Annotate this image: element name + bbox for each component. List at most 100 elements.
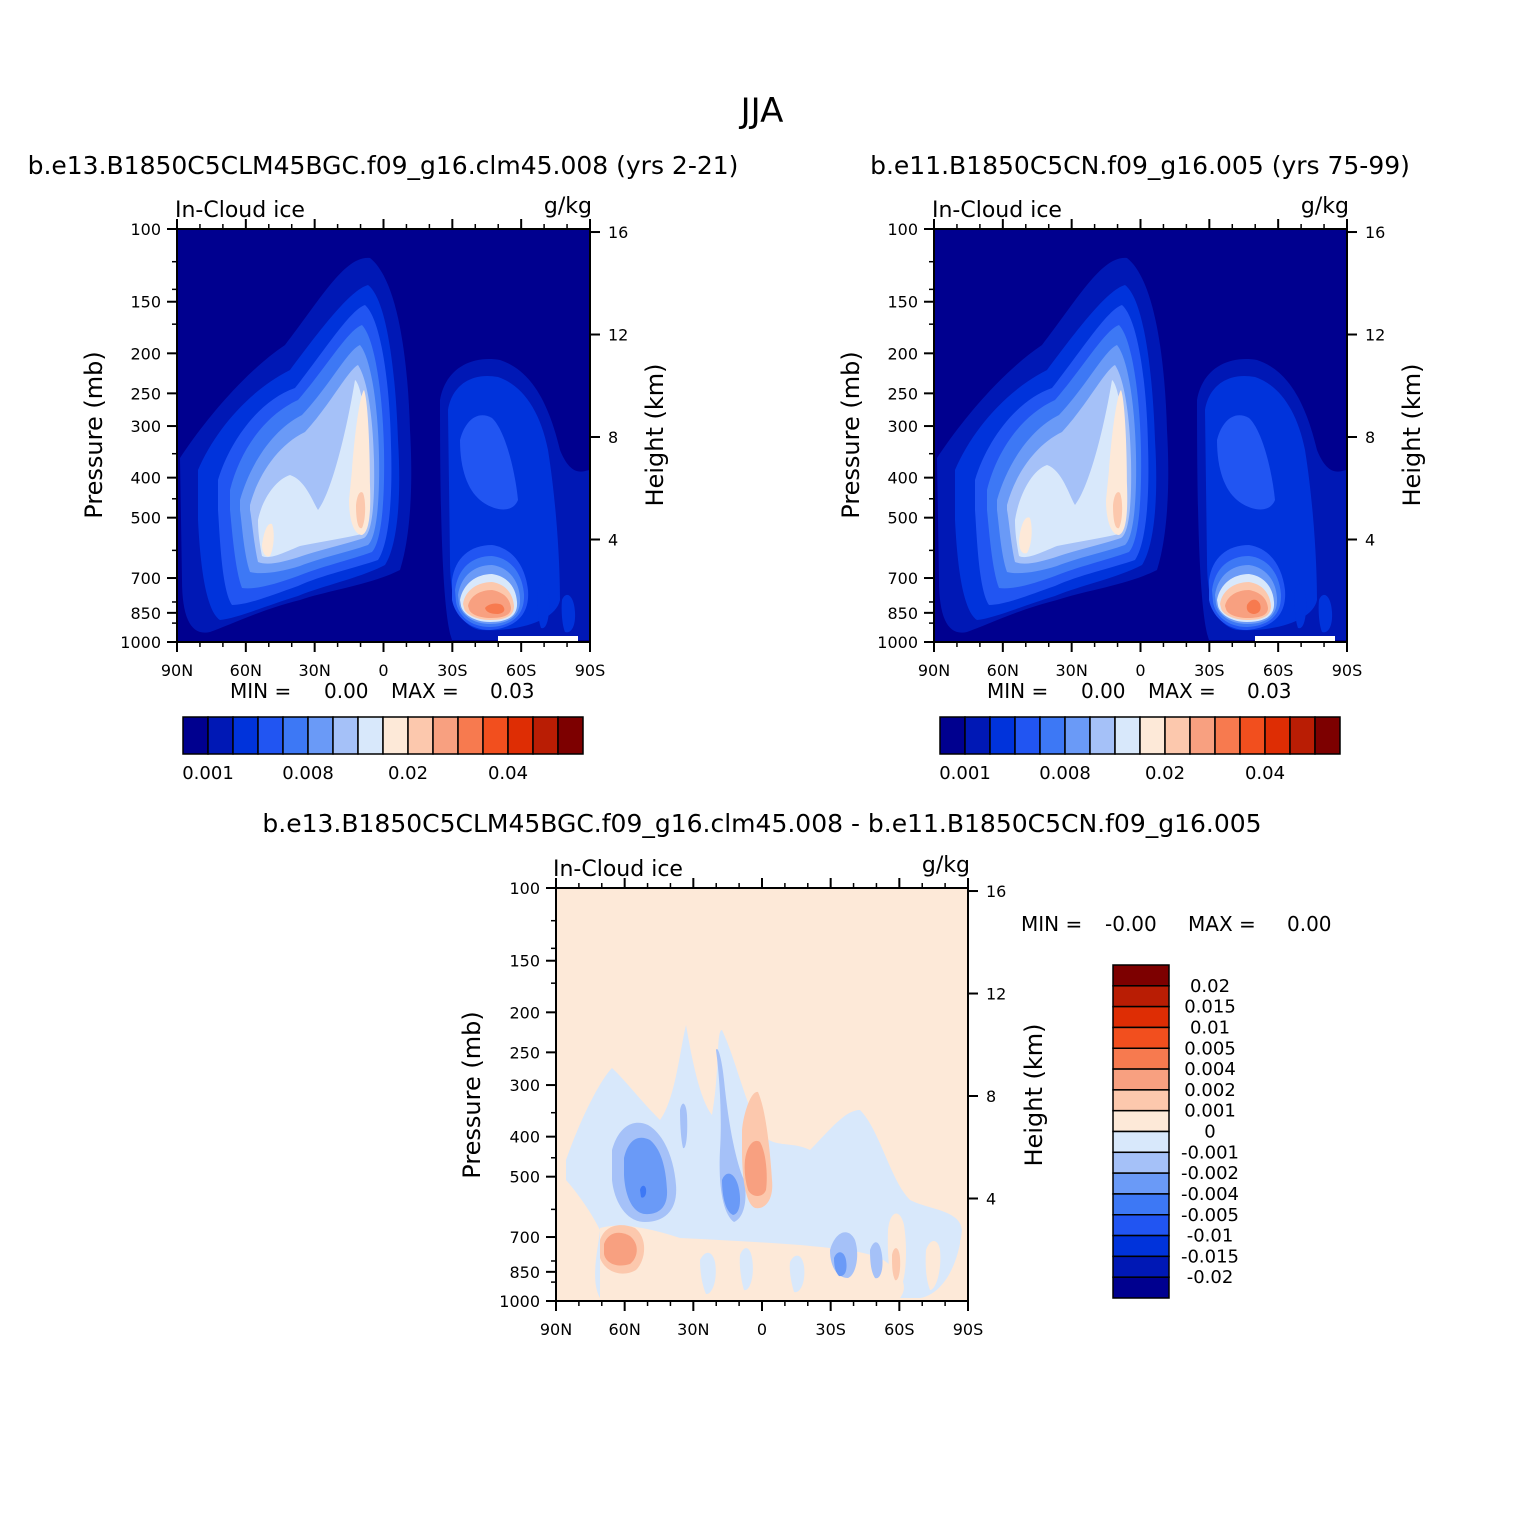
panel-right-min-label: MIN = xyxy=(987,679,1048,703)
colorbar-label: 0.001 xyxy=(939,763,991,784)
y-tick-label: 100 xyxy=(509,879,540,898)
colorbar-swatch xyxy=(1112,1193,1170,1216)
y-tick-label: 1000 xyxy=(499,1292,540,1311)
x-tick-label: 0 xyxy=(1135,661,1145,680)
contour-layer xyxy=(870,1242,883,1279)
colorbar-swatch xyxy=(307,716,334,755)
panel-left-ylabel-right: Height (km) xyxy=(641,364,669,507)
contour-layer xyxy=(722,1173,741,1215)
contour-layer xyxy=(1015,380,1127,558)
y-tick-label: 1000 xyxy=(877,633,918,652)
contour-layer xyxy=(925,1241,941,1290)
panel-right-units-label: g/kg xyxy=(1301,194,1349,219)
colorbar-swatch xyxy=(1112,1172,1170,1195)
colorbar-swatch xyxy=(357,716,384,755)
height-tick-label: 16 xyxy=(1365,223,1385,242)
colorbar-label: -0.02 xyxy=(1187,1267,1234,1288)
panel-left-field-label: In-Cloud ice xyxy=(175,198,305,223)
colorbar-swatch xyxy=(482,716,509,755)
contour-layer xyxy=(1019,517,1032,554)
panel-right-ylabel-right: Height (km) xyxy=(1398,364,1426,507)
colorbar-label: 0.004 xyxy=(1184,1059,1236,1080)
contour-layer xyxy=(561,594,576,633)
y-tick-label: 700 xyxy=(130,569,161,588)
figure-title: JJA xyxy=(739,91,784,131)
colorbar-swatch xyxy=(232,716,259,755)
colorbar-swatch xyxy=(532,716,559,755)
height-tick-label: 12 xyxy=(608,326,628,345)
panel-right-axes: 100 150 200 250 300 400 500 700 850 1000 16 12 8 4 90N… xyxy=(877,219,1385,680)
colorbar-label: 0.02 xyxy=(1190,976,1230,997)
y-tick-label: 700 xyxy=(509,1228,540,1247)
panel-right-ylabel: Pressure (mb) xyxy=(837,351,865,518)
colorbar-swatch xyxy=(207,716,234,755)
x-tick-label: 30N xyxy=(677,1320,709,1339)
panel-right-title: b.e11.B1850C5CN.f09_g16.005 (yrs 75-99) xyxy=(870,151,1410,180)
contour-layer xyxy=(349,390,371,535)
colorbar-swatch xyxy=(1112,1276,1170,1299)
contour-layer xyxy=(498,636,578,642)
colorbar-label: 0.005 xyxy=(1184,1038,1236,1059)
x-tick-label: 60S xyxy=(506,661,537,680)
x-tick-label: 30N xyxy=(299,661,331,680)
colorbar-swatch xyxy=(1112,1068,1170,1091)
colorbar-label: 0.001 xyxy=(1184,1101,1236,1122)
x-tick-label: 30S xyxy=(1194,661,1225,680)
contour-layer xyxy=(624,1137,668,1215)
panel-left-axes: 100 150 200 250 300 400 500 700 850 1000 16 12 8 4 90N… xyxy=(120,219,628,680)
y-tick-label: 250 xyxy=(887,384,918,403)
panel-diff-max-value: 0.00 xyxy=(1287,912,1332,936)
contour-layer xyxy=(892,1248,901,1281)
colorbar-label: 0.04 xyxy=(488,763,528,784)
colorbar-swatch xyxy=(1189,716,1216,755)
y-tick-label: 400 xyxy=(130,469,161,488)
contour-layer xyxy=(1318,594,1333,633)
contour-layer xyxy=(537,583,550,629)
colorbar-label: 0.002 xyxy=(1184,1080,1236,1101)
colorbar-label: -0.004 xyxy=(1181,1184,1239,1205)
height-tick-label: 8 xyxy=(986,1087,996,1106)
colorbar-swatch xyxy=(1039,716,1066,755)
x-tick-label: 60S xyxy=(1263,661,1294,680)
panel-diff-title: b.e13.B1850C5CLM45BGC.f09_g16.clm45.008 … xyxy=(262,809,1261,838)
panel-right-min-value: 0.00 xyxy=(1081,679,1126,703)
height-tick-label: 8 xyxy=(1365,428,1375,447)
colorbar-label: 0.008 xyxy=(1039,763,1091,784)
contour-layer xyxy=(262,523,274,557)
y-tick-label: 150 xyxy=(887,293,918,312)
colorbar-swatch xyxy=(1314,716,1341,755)
colorbar-swatch xyxy=(332,716,359,755)
y-tick-label: 100 xyxy=(130,220,161,239)
contour-layer xyxy=(960,1240,968,1301)
panel-left-ylabel: Pressure (mb) xyxy=(80,351,108,518)
contour-layer xyxy=(258,380,370,558)
contour-layer xyxy=(680,1103,688,1149)
colorbar-label: 0.015 xyxy=(1184,997,1236,1018)
y-tick-label: 200 xyxy=(887,344,918,363)
x-tick-label: 90S xyxy=(575,661,606,680)
panel-diff-min-label: MIN = xyxy=(1021,912,1082,936)
y-tick-label: 200 xyxy=(130,344,161,363)
panel-diff-colorbar: 0.020.0150.010.0050.0040.0020.0010-0.001… xyxy=(1112,964,1239,1299)
colorbar-swatch xyxy=(282,716,309,755)
contour-layer xyxy=(485,603,505,614)
colorbar-swatch xyxy=(1089,716,1116,755)
colorbar-swatch xyxy=(1112,1151,1170,1174)
colorbar-label: -0.015 xyxy=(1181,1246,1239,1267)
contour-layer xyxy=(1246,599,1261,614)
contour-layer xyxy=(700,1252,716,1295)
x-tick-label: 60N xyxy=(609,1320,641,1339)
colorbar-swatch xyxy=(939,716,966,755)
colorbar-label: -0.001 xyxy=(1181,1142,1239,1163)
y-tick-label: 850 xyxy=(130,604,161,623)
y-tick-label: 250 xyxy=(130,384,161,403)
colorbar-swatch xyxy=(382,716,409,755)
x-tick-label: 90S xyxy=(953,1320,984,1339)
y-tick-label: 1000 xyxy=(120,633,161,652)
colorbar-swatch xyxy=(1112,1234,1170,1258)
colorbar-swatch xyxy=(182,716,209,755)
y-tick-label: 200 xyxy=(509,1003,540,1022)
panel-left-min-label: MIN = xyxy=(230,679,291,703)
height-tick-label: 16 xyxy=(608,223,628,242)
